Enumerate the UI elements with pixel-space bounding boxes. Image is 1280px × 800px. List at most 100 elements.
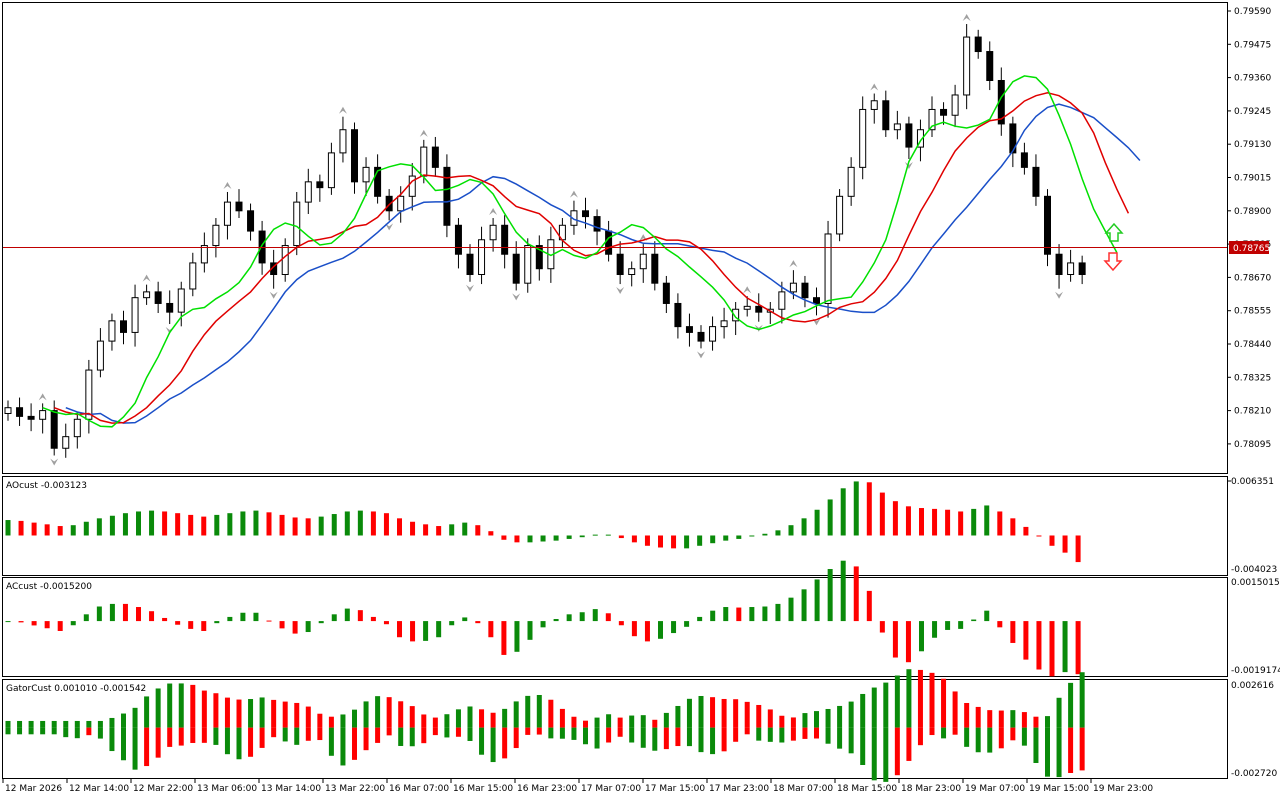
ao-bar [279, 514, 285, 536]
fractal-up-arrow [789, 260, 798, 268]
price-tick-label: 0.79360 [1234, 74, 1271, 84]
gator-lower-bar [97, 727, 103, 739]
fractal-up-arrow [223, 181, 232, 189]
bull-candle [327, 152, 335, 189]
ao-bar [879, 492, 885, 536]
gator-lower-bar [525, 727, 531, 735]
ao-bar [96, 518, 102, 536]
time-tick-label: 18 Mar 23:00 [901, 784, 961, 794]
bull-candle [96, 340, 104, 371]
gator-lower-bar [594, 727, 600, 749]
gator-upper-bar [1079, 672, 1085, 728]
arrow-down-outline-icon [1103, 252, 1123, 272]
gator-top-value: 0.002616 [1231, 681, 1274, 691]
gator-pane[interactable]: GatorCust 0.001010 -0.001542 0.002616 -0… [2, 669, 1278, 782]
ac-bar [201, 621, 207, 631]
gator-lower-bar [271, 727, 277, 738]
gator-lower-bar [352, 727, 357, 760]
gator-upper-bar [328, 716, 334, 728]
bull-candle [304, 181, 312, 203]
ac-bar [540, 621, 546, 628]
ac-bar [149, 611, 155, 622]
ao-bar [540, 535, 546, 542]
ac-bar [423, 621, 429, 641]
ao-bar [1049, 535, 1055, 546]
time-axis: 12 Mar 2026 12 Mar 14:00 12 Mar 22:00 13 Ma… [2, 779, 1153, 794]
ao-bar [18, 520, 24, 536]
bull-candle [131, 297, 139, 333]
ac-bar [553, 619, 559, 622]
bull-candle [408, 175, 416, 197]
gator-upper-bar [710, 697, 716, 728]
gator-upper-bar [28, 720, 34, 728]
current-price-label: 0.78765 [1229, 241, 1270, 254]
price-tick-label: 0.78210 [1234, 407, 1271, 417]
ao-bar [1075, 535, 1081, 563]
gator-upper-bar [987, 710, 993, 728]
ao-bar [1062, 535, 1068, 553]
gator-lower-bar [871, 727, 877, 781]
gator-upper-bar [1045, 716, 1050, 728]
ao-bar [997, 511, 1003, 536]
ac-bar [488, 621, 494, 638]
gator-lower-bar [398, 727, 404, 746]
bear-candle [120, 320, 127, 333]
ac-bar [788, 597, 794, 622]
ac-histogram [5, 560, 1081, 677]
gator-upper-bar [490, 712, 496, 728]
time-tick-label: 13 Mar 06:00 [197, 784, 257, 794]
bull-candle [4, 407, 12, 414]
ac-bar [631, 621, 637, 637]
bear-candle [905, 123, 913, 148]
time-tick-label: 17 Mar 23:00 [709, 784, 769, 794]
ac-bar [1010, 621, 1016, 643]
gator-upper-bar [398, 701, 404, 728]
fractal-down-arrow [385, 223, 394, 231]
ao-bar [853, 481, 859, 536]
gator-lower-bar [767, 727, 773, 742]
gator-lower-bar [917, 727, 923, 746]
bull-candle [639, 253, 647, 270]
gator-upper-bar [513, 701, 519, 728]
time-tick-label: 17 Mar 15:00 [645, 784, 705, 794]
ac-pane[interactable]: ACcust -0.0015200 0.0015015 -0.0019174 [2, 560, 1280, 677]
bull-candle [108, 320, 116, 342]
ac-bar [879, 621, 885, 633]
gator-upper-bar [871, 687, 877, 728]
gator-upper-bar [536, 694, 542, 728]
gator-lower-bar [571, 727, 577, 740]
price-tick-label: 0.78440 [1234, 340, 1271, 350]
gator-lower-bar [675, 727, 681, 747]
gator-upper-bar [17, 720, 23, 728]
gator-upper-bar [259, 697, 265, 728]
ao-bar [684, 535, 690, 549]
ao-bar [749, 535, 755, 537]
gator-upper-bar [640, 715, 646, 728]
gator-lower-bar [1056, 727, 1062, 778]
ac-bar [57, 621, 63, 631]
bull-candle [893, 123, 901, 131]
ac-bar [762, 606, 768, 622]
gator-lower-bar [860, 727, 866, 765]
gator-lower-bar [74, 727, 80, 739]
price-pane[interactable]: 0.79590 0.79475 0.79360 0.79245 0.79130 0.790… [2, 2, 1272, 474]
gator-lower-bar [5, 727, 11, 735]
gator-lower-bar [167, 727, 173, 747]
gator-lower-bar [40, 727, 46, 735]
bull-candle [870, 100, 878, 110]
gator-lower-bar [17, 727, 23, 735]
ao-bar [5, 520, 11, 536]
ao-pane[interactable]: AOcust -0.003123 0.006351 -0.004023 [2, 476, 1278, 576]
ao-title: AOcust -0.003123 [6, 481, 87, 491]
gator-upper-bar [1068, 682, 1074, 728]
price-tick-label: 0.79015 [1234, 174, 1271, 184]
ao-bar [57, 526, 63, 536]
gator-lower-bar [1068, 727, 1074, 773]
bear-candle [443, 166, 451, 226]
ac-bar [892, 621, 898, 658]
gator-lower-bar [606, 727, 612, 743]
gator-upper-bar [941, 678, 947, 728]
ao-bar [984, 505, 990, 536]
fractal-up-arrow [419, 129, 428, 137]
